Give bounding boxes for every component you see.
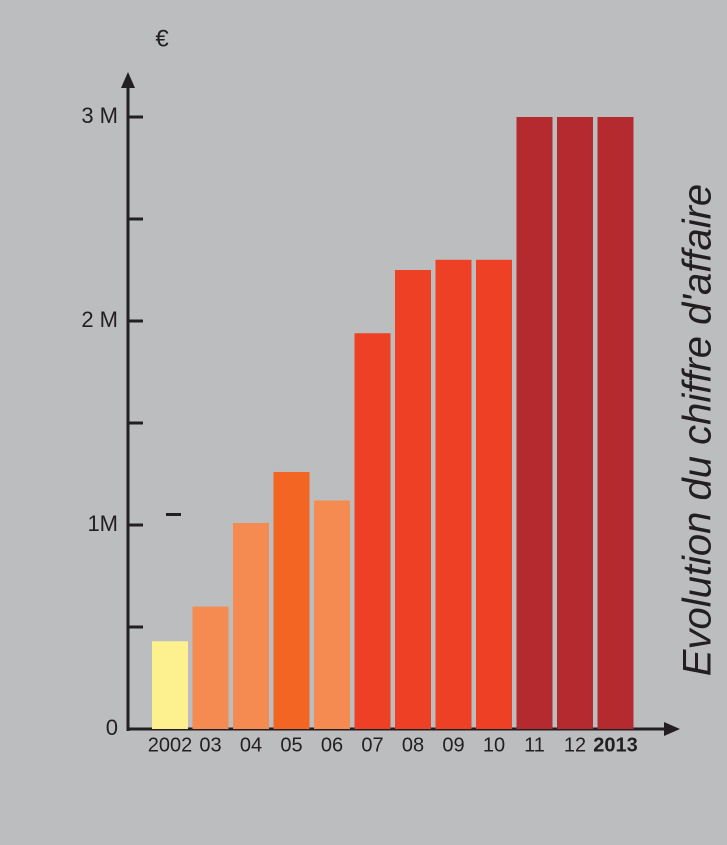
bar [516, 117, 553, 729]
x-tick-label: 07 [361, 734, 383, 756]
x-tick-label: 09 [442, 734, 464, 756]
bar [273, 471, 310, 729]
dash [166, 513, 181, 516]
bar [476, 259, 512, 729]
y-tick-label: 0 [106, 715, 118, 740]
y-unit: € [155, 25, 169, 52]
x-tick-label: 05 [280, 734, 302, 756]
x-tick-label: 12 [564, 734, 586, 756]
x-tick-label: 04 [240, 734, 262, 756]
x-tick-label: 08 [402, 734, 424, 756]
chart-title: Evolution du chiffre d'affaire [676, 184, 720, 676]
x-arrow [664, 722, 680, 736]
x-tick-label: 06 [321, 734, 343, 756]
bar [314, 500, 350, 729]
x-tick-label: 03 [199, 734, 221, 756]
bar [435, 259, 472, 729]
x-tick-label: 11 [524, 734, 545, 756]
x-tick-label: 10 [483, 734, 505, 756]
y-tick-label: 2 M [81, 307, 118, 332]
bar [354, 333, 391, 729]
bar [395, 270, 431, 729]
bar [192, 606, 229, 729]
y-tick-label: 3 M [81, 103, 118, 128]
bar [597, 117, 634, 729]
y-arrow [121, 72, 135, 88]
bar [152, 641, 188, 729]
bar [233, 522, 269, 729]
x-tick-label: 2013 [593, 734, 638, 756]
y-tick-label: 1M [87, 511, 118, 536]
bar [557, 117, 593, 729]
x-tick-label: 2002 [148, 734, 193, 756]
